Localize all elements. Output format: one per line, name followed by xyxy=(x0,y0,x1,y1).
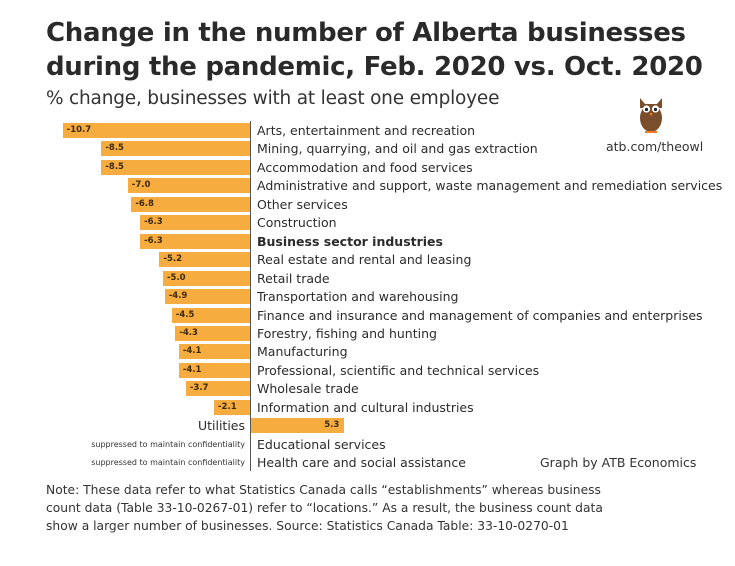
category-label: Real estate and rental and leasing xyxy=(257,252,472,268)
bar xyxy=(140,233,251,249)
bar xyxy=(251,418,345,434)
chart-row: -4.9 Transportation and warehousing xyxy=(0,288,735,306)
footnote: Note: These data refer to what Statistic… xyxy=(46,483,603,533)
chart-row: -4.1 Manufacturing xyxy=(0,343,735,361)
bar-value-label: -4.5 xyxy=(175,309,195,320)
bar-value-label: -5.2 xyxy=(163,254,183,265)
bar xyxy=(131,196,251,212)
bar xyxy=(101,159,251,175)
bar-value-label: -10.7 xyxy=(66,125,92,135)
bar xyxy=(164,289,251,305)
chart-row: -3.7 Wholesale trade xyxy=(0,380,735,398)
bar-value-label: -4.9 xyxy=(168,291,188,302)
chart-row: -2.1 Information and cultural industries xyxy=(0,399,735,417)
chart-row: -6.8 Other services xyxy=(0,196,735,214)
chart-row: -4.3 Forestry, fishing and hunting xyxy=(0,325,735,343)
title-line-1: Change in the number of Alberta business… xyxy=(46,18,686,48)
chart-row: Health care and social assistance suppres… xyxy=(0,454,735,472)
owl-icon xyxy=(640,98,662,133)
graph-credit: Graph by ATB Economics xyxy=(540,455,697,470)
chart-row: -6.3 Construction xyxy=(0,214,735,232)
category-label: Accommodation and food services xyxy=(257,159,473,175)
chart-row: -10.7 Arts, entertainment and recreation xyxy=(0,122,735,140)
bar-value-label: -6.3 xyxy=(144,235,163,246)
category-label: Arts, entertainment and recreation xyxy=(257,123,476,138)
bar xyxy=(140,215,251,231)
bar xyxy=(163,270,251,286)
bar-value-label: 5.3 xyxy=(324,420,340,431)
chart-title: Change in the number of Alberta business… xyxy=(46,16,726,84)
chart-row: -7.0 Administrative and support, waste ma… xyxy=(0,177,735,195)
category-label: Mining, quarrying, and oil and gas extra… xyxy=(257,141,538,157)
bar xyxy=(159,252,251,268)
bar-value-label: -6.3 xyxy=(144,217,163,228)
chart-row: -8.5 Mining, quarrying, and oil and gas e… xyxy=(0,140,735,158)
bar-value-label: -7.0 xyxy=(131,180,151,191)
bar xyxy=(178,362,251,378)
zero-axis-line xyxy=(250,121,251,471)
category-label: Business sector industries xyxy=(257,233,443,249)
bar-value-label: -5.0 xyxy=(167,272,186,283)
bar-value-label: -6.8 xyxy=(135,198,154,209)
chart-row: 5.3 Utilities xyxy=(0,417,735,435)
category-label: Professional, scientific and technical s… xyxy=(257,362,540,378)
category-label: Retail trade xyxy=(257,270,330,286)
category-label: Forestry, fishing and hunting xyxy=(257,325,437,341)
category-label: Educational services xyxy=(257,436,386,452)
bar-value-label: -4.1 xyxy=(182,346,202,357)
site-link[interactable]: atb.com/theowl xyxy=(606,139,704,154)
bar xyxy=(62,123,251,138)
chart-row: -8.5 Accommodation and food services xyxy=(0,159,735,177)
chart-row: -5.2 Real estate and rental and leasing xyxy=(0,251,735,269)
bar xyxy=(214,399,251,415)
category-label: Health care and social assistance xyxy=(257,455,466,471)
bar-value-label: -3.7 xyxy=(189,383,209,394)
category-label: Administrative and support, waste manage… xyxy=(257,178,723,194)
bar xyxy=(171,307,251,323)
bar-value-label: -4.1 xyxy=(182,364,202,375)
bar xyxy=(175,325,251,341)
category-label: Construction xyxy=(257,215,337,231)
chart-subtitle: % change, businesses with at least one e… xyxy=(46,88,500,109)
bar xyxy=(127,178,251,194)
chart-row: -4.5 Finance and insurance and management… xyxy=(0,307,735,325)
suppressed-note: suppressed to maintain confidentiality xyxy=(91,458,245,468)
bar-value-label: -8.5 xyxy=(105,161,124,172)
category-label: Transportation and warehousing xyxy=(257,289,459,305)
category-label: Other services xyxy=(257,196,348,212)
title-line-2: during the pandemic, Feb. 2020 vs. Oct. … xyxy=(46,52,703,82)
bar xyxy=(101,141,251,157)
category-label: Utilities xyxy=(197,418,245,434)
chart-row: -5.0 Retail trade xyxy=(0,270,735,288)
bar-value-label: -2.1 xyxy=(218,401,237,412)
bar-value-label: -8.5 xyxy=(105,143,124,154)
chart-row: -6.3 Business sector industries xyxy=(0,233,735,251)
category-label: Finance and insurance and management of … xyxy=(257,307,703,323)
category-label: Wholesale trade xyxy=(257,381,359,397)
bar xyxy=(185,381,251,397)
bar xyxy=(178,344,251,360)
suppressed-note: suppressed to maintain confidentiality xyxy=(91,439,245,449)
chart-row: -4.1 Professional, scientific and technic… xyxy=(0,362,735,380)
bar-value-label: -4.3 xyxy=(179,327,198,338)
category-label: Manufacturing xyxy=(257,344,348,360)
chart-row: Educational services suppressed to mainta… xyxy=(0,436,735,454)
category-label: Information and cultural industries xyxy=(257,399,474,415)
